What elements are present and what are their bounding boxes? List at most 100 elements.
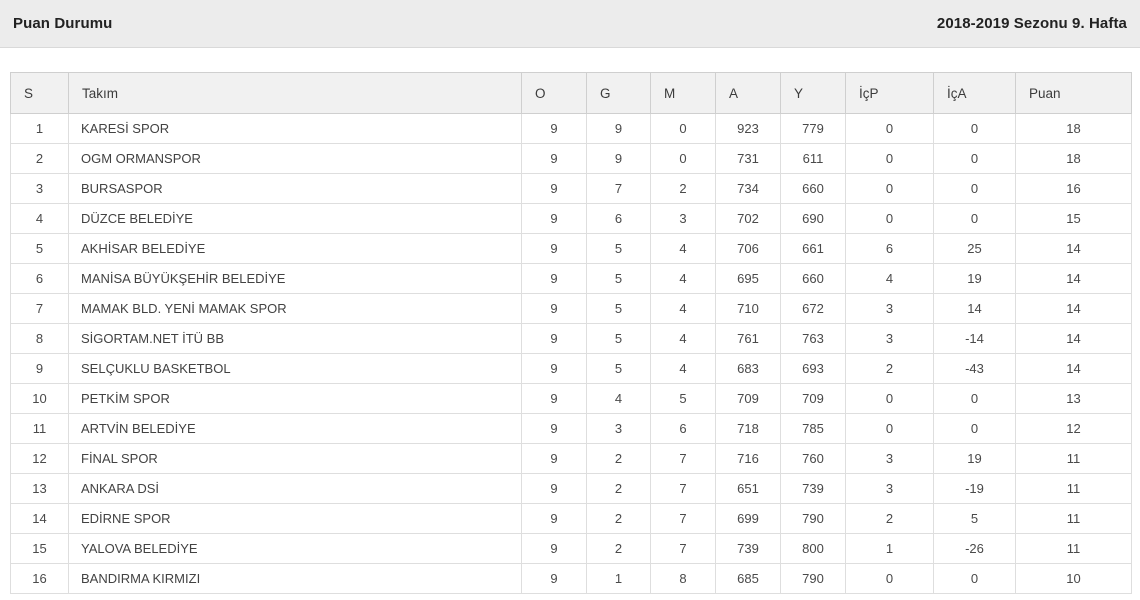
played-cell: 9 [521,113,587,144]
points-for-cell: 685 [715,563,781,594]
points-cell: 14 [1015,233,1132,264]
losses-cell: 7 [650,503,716,534]
points-cell: 11 [1015,503,1132,534]
icp-cell: 3 [845,323,934,354]
table-row: 6 MANİSA BÜYÜKŞEHİR BELEDİYE 9 5 4 695 660 4 19 1… [10,263,1132,294]
icp-cell: 4 [845,263,934,294]
points-against-cell: 785 [780,413,846,444]
icp-cell: 0 [845,203,934,234]
points-cell: 11 [1015,533,1132,564]
ica-cell: 19 [933,443,1016,474]
points-against-cell: 672 [780,293,846,324]
losses-cell: 4 [650,263,716,294]
rank-cell: 3 [10,173,69,204]
team-cell: EDİRNE SPOR [68,503,522,534]
rank-cell: 15 [10,533,69,564]
rank-cell: 1 [10,113,69,144]
team-cell: SELÇUKLU BASKETBOL [68,353,522,384]
losses-cell: 6 [650,413,716,444]
table-row: 9 SELÇUKLU BASKETBOL 9 5 4 683 693 2 -43 14 [10,353,1132,384]
points-cell: 11 [1015,473,1132,504]
team-cell: AKHİSAR BELEDİYE [68,233,522,264]
points-for-cell: 923 [715,113,781,144]
points-cell: 14 [1015,353,1132,384]
table-row: 3 BURSASPOR 9 7 2 734 660 0 0 16 [10,173,1132,204]
icp-cell: 2 [845,353,934,384]
points-cell: 14 [1015,323,1132,354]
wins-cell: 2 [586,473,651,504]
losses-cell: 0 [650,143,716,174]
ica-cell: -19 [933,473,1016,504]
rank-cell: 8 [10,323,69,354]
icp-cell: 6 [845,233,934,264]
rank-cell: 11 [10,413,69,444]
rank-cell: 4 [10,203,69,234]
wins-cell: 5 [586,293,651,324]
ica-cell: 25 [933,233,1016,264]
ica-cell: 0 [933,413,1016,444]
table-row: 8 SİGORTAM.NET İTÜ BB 9 5 4 761 763 3 -14 14 [10,323,1132,354]
played-cell: 9 [521,413,587,444]
ica-cell: -26 [933,533,1016,564]
points-cell: 16 [1015,173,1132,204]
points-against-cell: 739 [780,473,846,504]
points-cell: 18 [1015,113,1132,144]
column-header-wins: G [586,72,651,114]
table-row: 16 BANDIRMA KIRMIZI 9 1 8 685 790 0 0 10 [10,563,1132,594]
standings-table: S Takım O G M A Y İçP İçA Puan 1 KARESİ SPOR 9 9 0 923… [10,72,1132,594]
points-cell: 14 [1015,293,1132,324]
losses-cell: 4 [650,293,716,324]
rank-cell: 12 [10,443,69,474]
icp-cell: 0 [845,413,934,444]
points-cell: 10 [1015,563,1132,594]
table-row: 5 AKHİSAR BELEDİYE 9 5 4 706 661 6 25 14 [10,233,1132,264]
points-against-cell: 709 [780,383,846,414]
losses-cell: 4 [650,323,716,354]
played-cell: 9 [521,533,587,564]
table-row: 12 FİNAL SPOR 9 2 7 716 760 3 19 11 [10,443,1132,474]
played-cell: 9 [521,143,587,174]
column-header-played: O [521,72,587,114]
losses-cell: 5 [650,383,716,414]
played-cell: 9 [521,563,587,594]
points-cell: 18 [1015,143,1132,174]
team-cell: ARTVİN BELEDİYE [68,413,522,444]
ica-cell: 0 [933,113,1016,144]
team-cell: KARESİ SPOR [68,113,522,144]
icp-cell: 0 [845,113,934,144]
wins-cell: 3 [586,413,651,444]
points-against-cell: 779 [780,113,846,144]
table-row: 11 ARTVİN BELEDİYE 9 3 6 718 785 0 0 12 [10,413,1132,444]
column-header-points-for: A [715,72,781,114]
team-cell: MANİSA BÜYÜKŞEHİR BELEDİYE [68,263,522,294]
points-for-cell: 709 [715,383,781,414]
points-cell: 15 [1015,203,1132,234]
ica-cell: 14 [933,293,1016,324]
played-cell: 9 [521,173,587,204]
points-for-cell: 734 [715,173,781,204]
table-row: 13 ANKARA DSİ 9 2 7 651 739 3 -19 11 [10,473,1132,504]
points-for-cell: 710 [715,293,781,324]
losses-cell: 3 [650,203,716,234]
points-against-cell: 800 [780,533,846,564]
points-for-cell: 695 [715,263,781,294]
standings-table-container: S Takım O G M A Y İçP İçA Puan 1 KARESİ SPOR 9 9 0 923… [10,72,1132,594]
wins-cell: 5 [586,323,651,354]
points-against-cell: 790 [780,503,846,534]
points-against-cell: 661 [780,233,846,264]
losses-cell: 2 [650,173,716,204]
table-row: 14 EDİRNE SPOR 9 2 7 699 790 2 5 11 [10,503,1132,534]
table-row: 7 MAMAK BLD. YENİ MAMAK SPOR 9 5 4 710 672 3 14 1… [10,293,1132,324]
wins-cell: 4 [586,383,651,414]
table-row: 1 KARESİ SPOR 9 9 0 923 779 0 0 18 [10,113,1132,144]
losses-cell: 4 [650,353,716,384]
rank-cell: 6 [10,263,69,294]
rank-cell: 14 [10,503,69,534]
ica-cell: -14 [933,323,1016,354]
points-against-cell: 690 [780,203,846,234]
column-header-icp: İçP [845,72,934,114]
rank-cell: 16 [10,563,69,594]
points-cell: 11 [1015,443,1132,474]
table-header-row: S Takım O G M A Y İçP İçA Puan [10,72,1132,114]
ica-cell: 0 [933,563,1016,594]
